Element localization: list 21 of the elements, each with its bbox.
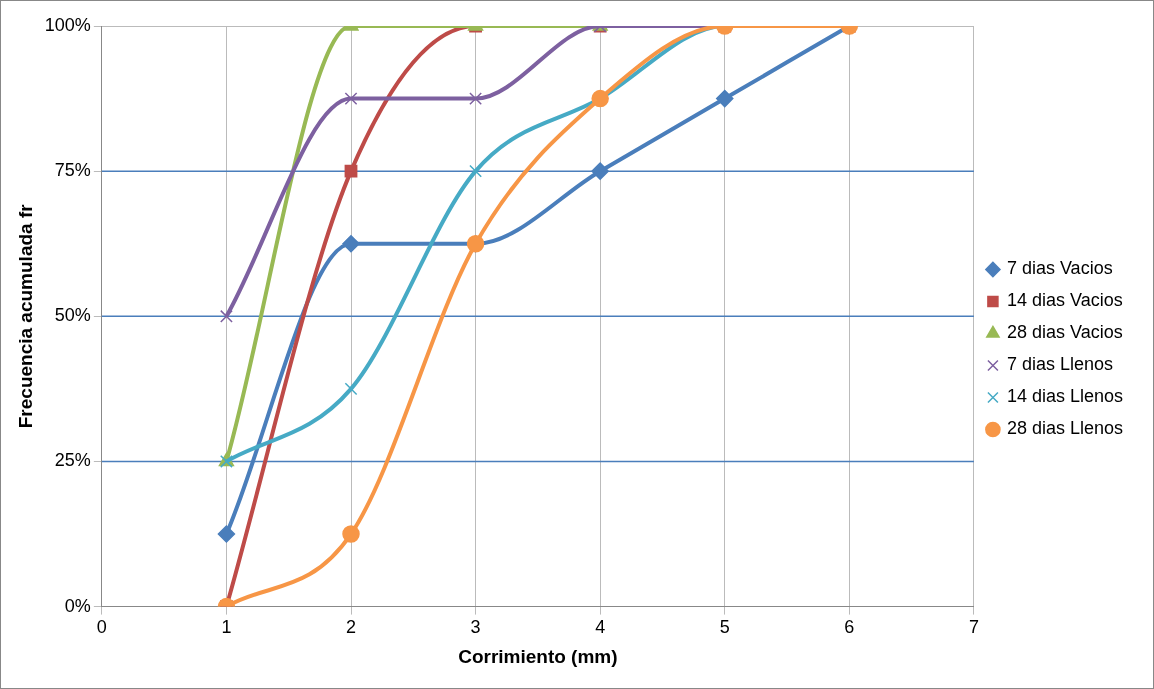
y-tick-label: 25%: [54, 450, 91, 471]
x-tick-label: 5: [719, 617, 730, 638]
x-tick-label: 1: [221, 617, 232, 638]
legend-label: 7 dias Vacios: [1006, 258, 1113, 279]
x-tick-label: 3: [470, 617, 481, 638]
legend-label: 14 dias Vacios: [1006, 290, 1123, 311]
legend-label: 14 dias Llenos: [1006, 386, 1124, 407]
y-axis-title: Frecuencia acumulada fr: [14, 203, 36, 429]
x-tick-label: 6: [844, 617, 855, 638]
legend-label: 28 dias Llenos: [1006, 418, 1124, 439]
y-tick-label: 75%: [54, 160, 91, 181]
legend-label: 7 dias Llenos: [1006, 354, 1113, 375]
x-tick-label: 7: [968, 617, 979, 638]
legend-label: 28 dias Vacios: [1006, 322, 1123, 343]
y-tick-label: 100%: [44, 14, 91, 35]
y-tick-label: 50%: [54, 305, 91, 326]
x-tick-label: 4: [595, 617, 606, 638]
x-axis-title: Corrimiento (mm): [458, 645, 618, 667]
x-tick-label: 2: [345, 617, 357, 638]
y-tick-label: 0%: [64, 595, 91, 616]
x-tick-label: 0: [96, 617, 107, 638]
